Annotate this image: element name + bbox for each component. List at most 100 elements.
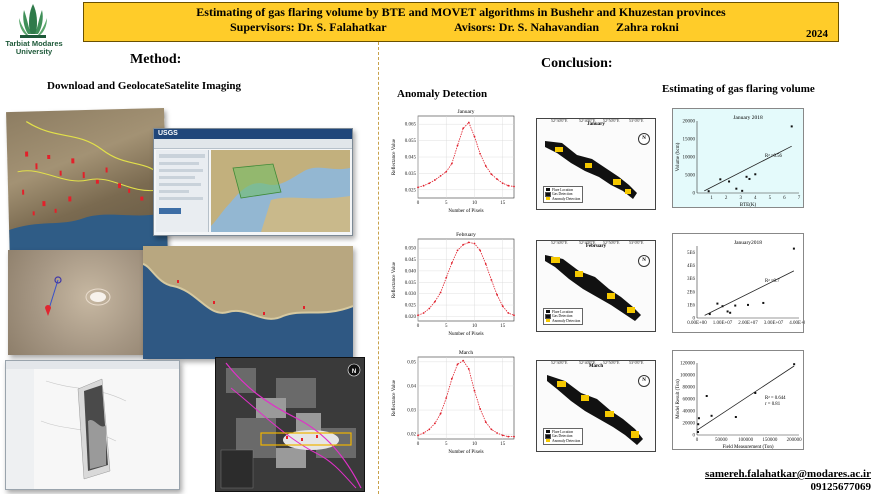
data-point xyxy=(490,428,493,431)
y-tick-label: 0.050 xyxy=(405,247,417,252)
x-tick-label: 10 xyxy=(472,201,478,206)
y-axis-label: Reflectance Value xyxy=(392,138,397,175)
map-title: January xyxy=(587,122,605,127)
data-point xyxy=(479,249,482,252)
map-coord: 53°0'0"E xyxy=(629,240,644,245)
data-point xyxy=(792,247,795,250)
data-point xyxy=(484,421,487,424)
data-point xyxy=(450,162,453,165)
y-tick-label: 0.055 xyxy=(405,139,417,144)
data-point xyxy=(422,432,425,434)
y-tick-label: 0.035 xyxy=(405,281,417,286)
data-point xyxy=(456,249,459,252)
contact-email[interactable]: samereh.falahatkar@modares.ac.ir xyxy=(705,468,871,480)
regression-chart-field: 0 50000 100000 150000 200000 0 20000 40000 60000… xyxy=(672,350,804,450)
data-point xyxy=(462,127,465,130)
estimating-heading: Estimating of gas flaring volume xyxy=(662,83,815,95)
x-tick-label: 15 xyxy=(500,442,506,447)
data-point xyxy=(710,414,713,417)
y-tick-label: 3E6 xyxy=(687,277,696,282)
y-tick-label: 2E6 xyxy=(687,290,696,295)
x-tick-label: 6 xyxy=(783,196,786,201)
data-point xyxy=(747,303,749,306)
x-tick-label: 150000 xyxy=(762,438,778,443)
data-point xyxy=(741,189,744,192)
data-point xyxy=(754,392,757,394)
chart-svg: 0 5 10 15 0.020 0.025 0.030 0.035 0.040 0.045 0.05… xyxy=(392,232,515,337)
map-january: January 52°30'0"E 52°40'0"E 52°50'0"E 53… xyxy=(536,118,656,210)
data-point xyxy=(422,184,425,187)
x-tick-label: 2 xyxy=(725,196,728,201)
compass-icon: N xyxy=(638,255,650,267)
chart-title: March xyxy=(459,350,474,356)
y-axis-label: Volume (bcm) xyxy=(676,142,681,171)
compass-icon: N xyxy=(638,133,650,145)
data-point xyxy=(697,423,700,426)
x-axis-label: Number of Pixels xyxy=(448,332,483,337)
data-point xyxy=(417,186,419,189)
series-line xyxy=(417,360,514,437)
conclusion-heading: Conclusion: xyxy=(541,56,613,71)
y-tick-label: 20000 xyxy=(683,422,696,427)
y-tick-label: 10000 xyxy=(683,156,696,161)
x-axis-label: Number of Pixels xyxy=(448,450,483,455)
y-axis-label: Reflectance Value xyxy=(392,261,397,298)
r-squared-label: R² = 0.644 xyxy=(765,395,786,401)
map-coord: 52°40'0"E xyxy=(579,360,596,365)
x-tick-label: 4.00E+07 xyxy=(789,321,805,326)
data-point xyxy=(484,165,487,167)
supervisors-text: Supervisors: Dr. S. Falahatkar xyxy=(230,20,387,34)
chart-title: January 2018 xyxy=(733,115,763,121)
chart-svg: 0.00E+00 1.00E+07 2.00E+07 3.00E+07 4.00E+07… xyxy=(687,240,805,326)
data-point xyxy=(728,180,731,183)
y-axis-label: Reflectance Value xyxy=(392,379,397,416)
map-february: February 52°30'0"E 52°40'0"E 52°50'0"E 5… xyxy=(536,240,656,332)
x-tick-label: 0 xyxy=(417,442,420,447)
data-point xyxy=(456,363,459,366)
series-line xyxy=(417,121,515,188)
chart-title: January2018 xyxy=(734,240,762,246)
y-tick-label: 0.040 xyxy=(405,269,417,274)
x-tick-label: 5 xyxy=(769,196,772,201)
advisors-text: Avisors: Dr. S. Nahavandian xyxy=(454,20,600,34)
data-point xyxy=(754,173,757,176)
data-point xyxy=(793,363,796,366)
y-tick-label: 0.020 xyxy=(405,315,417,320)
y-tick-label: 0.03 xyxy=(407,409,416,414)
x-axis-label: BTE(K) xyxy=(740,203,757,208)
y-tick-label: 0 xyxy=(693,317,696,322)
y-tick-label: 0 xyxy=(693,434,696,439)
y-axis-label: Model Result (Ton) xyxy=(676,379,681,419)
regression-chart-movet: 0.00E+00 1.00E+07 2.00E+07 3.00E+07 4.00E+07… xyxy=(672,233,805,333)
logo-text-line1: Tarbiat Modares xyxy=(5,39,63,48)
x-tick-label: 4 xyxy=(754,196,757,201)
map-shape xyxy=(545,141,637,199)
y-tick-label: 120000 xyxy=(680,362,696,367)
data-point xyxy=(696,431,699,433)
y-tick-label: 0.045 xyxy=(405,156,417,161)
x-tick-label: 10 xyxy=(472,442,478,447)
data-point xyxy=(473,135,476,138)
y-tick-label: 100000 xyxy=(680,374,696,379)
data-point xyxy=(445,276,448,279)
map-coord: 52°30'0"E xyxy=(551,240,568,245)
data-point xyxy=(708,313,711,316)
data-point xyxy=(513,185,515,188)
chart-svg: 0 5 10 15 0.025 0.035 0.045 0.055 0.065 January Nu… xyxy=(392,109,515,214)
y-tick-label: 1E6 xyxy=(687,303,696,308)
y-tick-label: 5E6 xyxy=(687,251,696,256)
data-point xyxy=(467,368,470,370)
r-label: r = 0.81 xyxy=(765,402,781,407)
data-point xyxy=(507,435,510,438)
chart-svg: 0 5 10 15 0.02 0.03 0.04 0.05 March Number of Pix… xyxy=(392,350,515,455)
y-tick-label: 80000 xyxy=(683,386,696,391)
x-tick-label: 10 xyxy=(472,324,478,329)
y-tick-label: 20000 xyxy=(683,120,696,125)
year-label: 2024 xyxy=(806,28,828,40)
usgs-logo: USGS xyxy=(158,130,178,137)
map-coord: 52°50'0"E xyxy=(603,360,620,365)
data-point xyxy=(479,407,482,410)
data-point xyxy=(428,428,431,431)
download-heading: Download and GeolocateSatelite Imaging xyxy=(47,80,242,92)
data-point xyxy=(716,302,719,305)
